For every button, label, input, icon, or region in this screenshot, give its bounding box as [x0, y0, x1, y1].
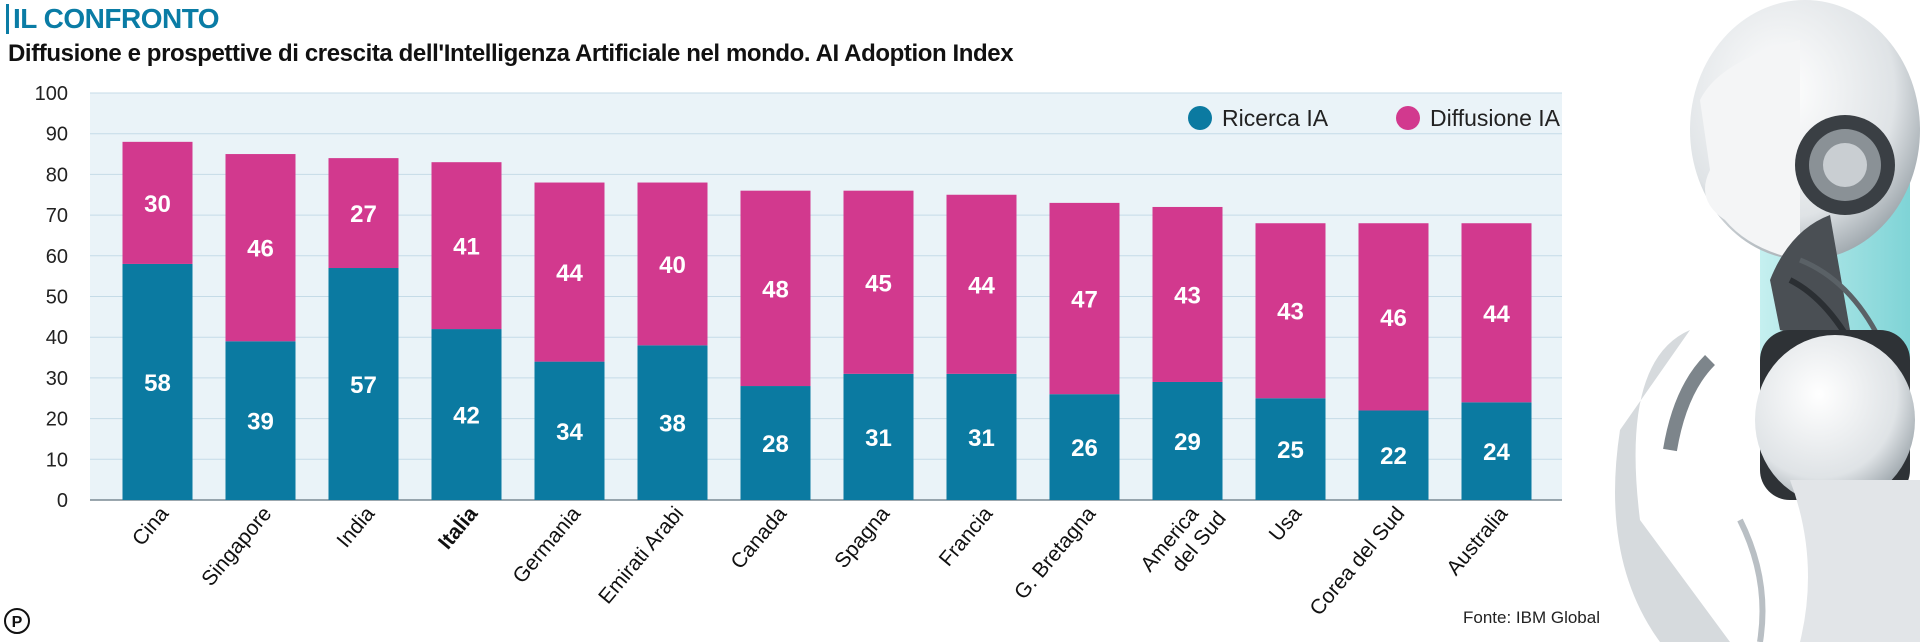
bar-diffusione — [946, 194, 1017, 374]
bar-ricerca — [637, 345, 708, 500]
bar-diffusione — [534, 182, 605, 362]
data-label-diffusione: 30 — [144, 191, 171, 218]
data-label-ricerca: 58 — [144, 370, 171, 397]
data-label-ricerca: 42 — [453, 403, 480, 430]
data-label-diffusione: 44 — [968, 272, 995, 299]
bar-ricerca — [431, 329, 502, 500]
y-tick-label: 100 — [35, 83, 68, 105]
source-note: Fonte: IBM Global — [1462, 608, 1600, 627]
x-tick-label: Cina — [128, 502, 174, 550]
data-label-ricerca: 57 — [350, 372, 377, 399]
x-tick-label: Germania — [508, 502, 585, 588]
data-label-diffusione: 47 — [1071, 287, 1098, 314]
bar-diffusione — [1461, 223, 1532, 403]
data-label-ricerca: 26 — [1071, 435, 1098, 462]
bar-ricerca — [328, 268, 399, 500]
data-label-diffusione: 43 — [1174, 282, 1201, 309]
x-tick-label: Corea del Sud — [1305, 502, 1409, 620]
y-tick-label: 50 — [46, 287, 68, 309]
x-tick-label: Spagna — [830, 502, 894, 572]
svg-text:P: P — [12, 614, 23, 631]
x-tick-label: Americadel Sud — [1136, 492, 1231, 592]
bar-ricerca — [843, 373, 914, 500]
y-tick-label: 0 — [57, 490, 68, 512]
y-tick-label: 90 — [46, 124, 68, 146]
bar-diffusione — [225, 154, 296, 342]
y-tick-label: 20 — [46, 409, 68, 431]
legend-swatch — [1188, 106, 1212, 130]
x-tick-label: Canada — [726, 502, 791, 573]
data-label-diffusione: 46 — [1380, 305, 1407, 332]
data-label-diffusione: 41 — [453, 234, 480, 261]
data-label-ricerca: 28 — [762, 431, 789, 458]
data-label-diffusione: 27 — [350, 201, 377, 228]
bar-ricerca — [740, 386, 811, 500]
data-label-diffusione: 45 — [865, 270, 892, 297]
data-label-diffusione: 44 — [1483, 301, 1510, 328]
data-label-diffusione: 46 — [247, 236, 274, 263]
bar-diffusione — [1358, 223, 1429, 411]
bar-diffusione — [637, 182, 708, 346]
bar-diffusione — [1152, 206, 1223, 382]
data-label-ricerca: 31 — [968, 425, 995, 452]
data-label-diffusione: 48 — [762, 276, 789, 303]
data-label-diffusione: 44 — [556, 260, 583, 287]
bar-ricerca — [225, 341, 296, 500]
data-label-ricerca: 24 — [1483, 439, 1510, 466]
publisher-logo-icon: P — [4, 608, 30, 634]
data-label-diffusione: 43 — [1277, 299, 1304, 326]
bar-ricerca — [122, 263, 193, 500]
data-label-ricerca: 22 — [1380, 443, 1407, 470]
data-label-ricerca: 34 — [556, 419, 583, 446]
x-tick-label: Italia — [434, 502, 483, 554]
bar-diffusione — [431, 162, 502, 330]
x-tick-label: Singapore — [197, 502, 276, 590]
bar-ricerca — [1152, 381, 1223, 500]
bar-ricerca — [1358, 410, 1429, 500]
data-label-ricerca: 39 — [247, 409, 274, 436]
stacked-bar-chart: 0 10 20 30 40 50 60 70 80 90 100 58 30 Cina 39 46 Singap… — [35, 83, 1562, 620]
robot-illustration-icon — [1615, 0, 1920, 642]
data-label-diffusione: 40 — [659, 252, 686, 279]
bar-diffusione — [843, 190, 914, 374]
x-tick-label: Australia — [1442, 502, 1512, 580]
bar-diffusione — [1255, 223, 1326, 399]
bar-ricerca — [1049, 394, 1120, 500]
x-tick-label: Emirati Arabi — [594, 502, 688, 608]
y-tick-label: 60 — [46, 246, 68, 268]
bar-diffusione — [740, 190, 811, 387]
bar-ricerca — [946, 373, 1017, 500]
legend-label: Ricerca IA — [1222, 105, 1329, 131]
bar-diffusione — [122, 141, 193, 264]
data-label-ricerca: 29 — [1174, 429, 1201, 456]
bar-ricerca — [1255, 398, 1326, 500]
chart-title: Diffusione e prospettive di crescita del… — [8, 40, 1014, 67]
x-tick-label: Usa — [1265, 502, 1307, 546]
x-tick-label: Francia — [935, 502, 998, 571]
y-tick-label: 10 — [46, 449, 68, 471]
legend-label: Diffusione IA — [1430, 105, 1561, 131]
y-tick-label: 70 — [46, 205, 68, 227]
bar-diffusione — [328, 158, 399, 269]
bar-ricerca — [1461, 402, 1532, 500]
data-label-ricerca: 25 — [1277, 437, 1304, 464]
y-tick-label: 80 — [46, 164, 68, 186]
x-tick-label: India — [332, 502, 379, 552]
section-kicker: IL CONFRONTO — [6, 4, 220, 34]
y-tick-label: 40 — [46, 327, 68, 349]
data-label-ricerca: 31 — [865, 425, 892, 452]
bar-ricerca — [534, 361, 605, 500]
bar-diffusione — [1049, 202, 1120, 395]
data-label-ricerca: 38 — [659, 411, 686, 438]
y-tick-label: 30 — [46, 368, 68, 390]
x-tick-label: G. Bretagna — [1010, 502, 1101, 604]
legend-swatch — [1396, 106, 1420, 130]
